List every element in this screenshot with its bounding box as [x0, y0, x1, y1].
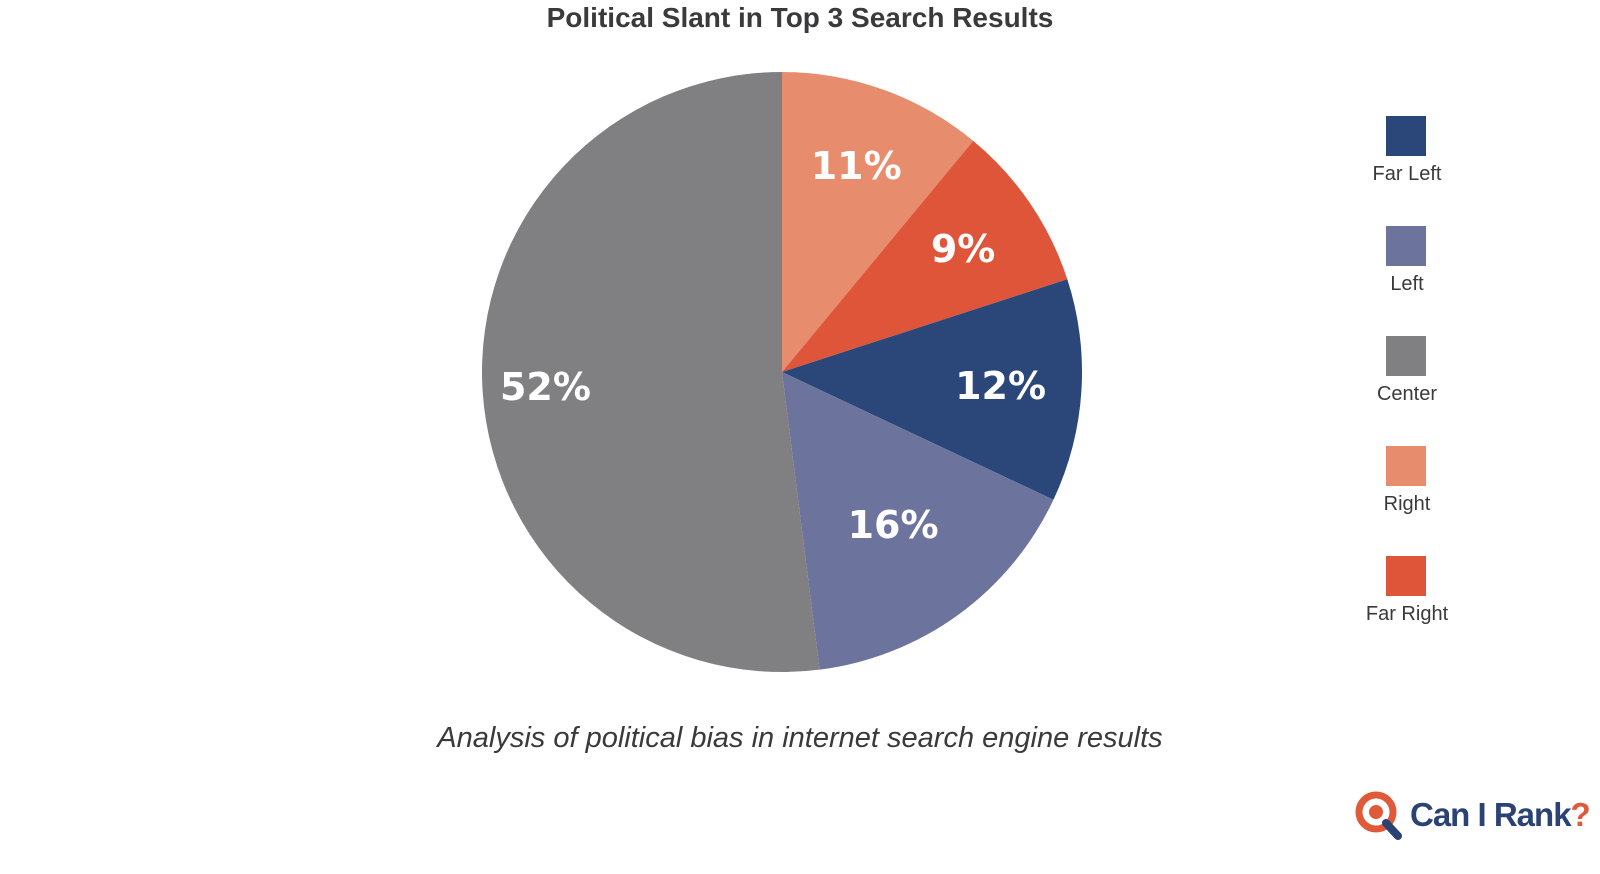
magnifier-q-icon: [1355, 791, 1402, 840]
slice-label-right: 11%: [811, 144, 902, 188]
legend-label: Center: [1376, 383, 1438, 405]
legend-swatch: [1386, 556, 1426, 596]
slice-label-center: 52%: [500, 365, 591, 409]
legend-swatch: [1386, 446, 1426, 486]
legend-label: Far Left: [1372, 163, 1442, 185]
pie-slice-right: [782, 72, 974, 372]
legend-label: Left: [1390, 273, 1424, 295]
legend-item-right: Right: [1340, 446, 1480, 546]
legend-item-far-left: Far Left: [1340, 116, 1480, 216]
legend-item-far-right: Far Right: [1340, 556, 1480, 656]
brand-logo-text: Can I Rank?: [1410, 796, 1591, 833]
legend-swatch: [1386, 226, 1426, 266]
legend-item-left: Left: [1340, 226, 1480, 326]
slice-label-left: 16%: [848, 503, 939, 547]
legend-swatch: [1386, 336, 1426, 376]
slice-label-far-right: 9%: [931, 227, 996, 271]
legend-label: Right: [1383, 493, 1431, 515]
legend-label: Far Right: [1365, 603, 1449, 625]
legend-swatch: [1386, 116, 1426, 156]
chart-title: Political Slant in Top 3 Search Results: [546, 2, 1054, 33]
brand-logo: Can I Rank?: [1352, 790, 1592, 846]
slice-label-far-left: 12%: [955, 364, 1046, 408]
pie-slice-left: [782, 372, 1054, 670]
pie-slice-center: [482, 72, 820, 672]
legend-item-center: Center: [1340, 336, 1480, 436]
pie-slice-far-right: [782, 140, 1068, 372]
pie-slice-far-left: [782, 279, 1082, 500]
chart-caption: Analysis of political bias in internet s…: [437, 722, 1163, 754]
